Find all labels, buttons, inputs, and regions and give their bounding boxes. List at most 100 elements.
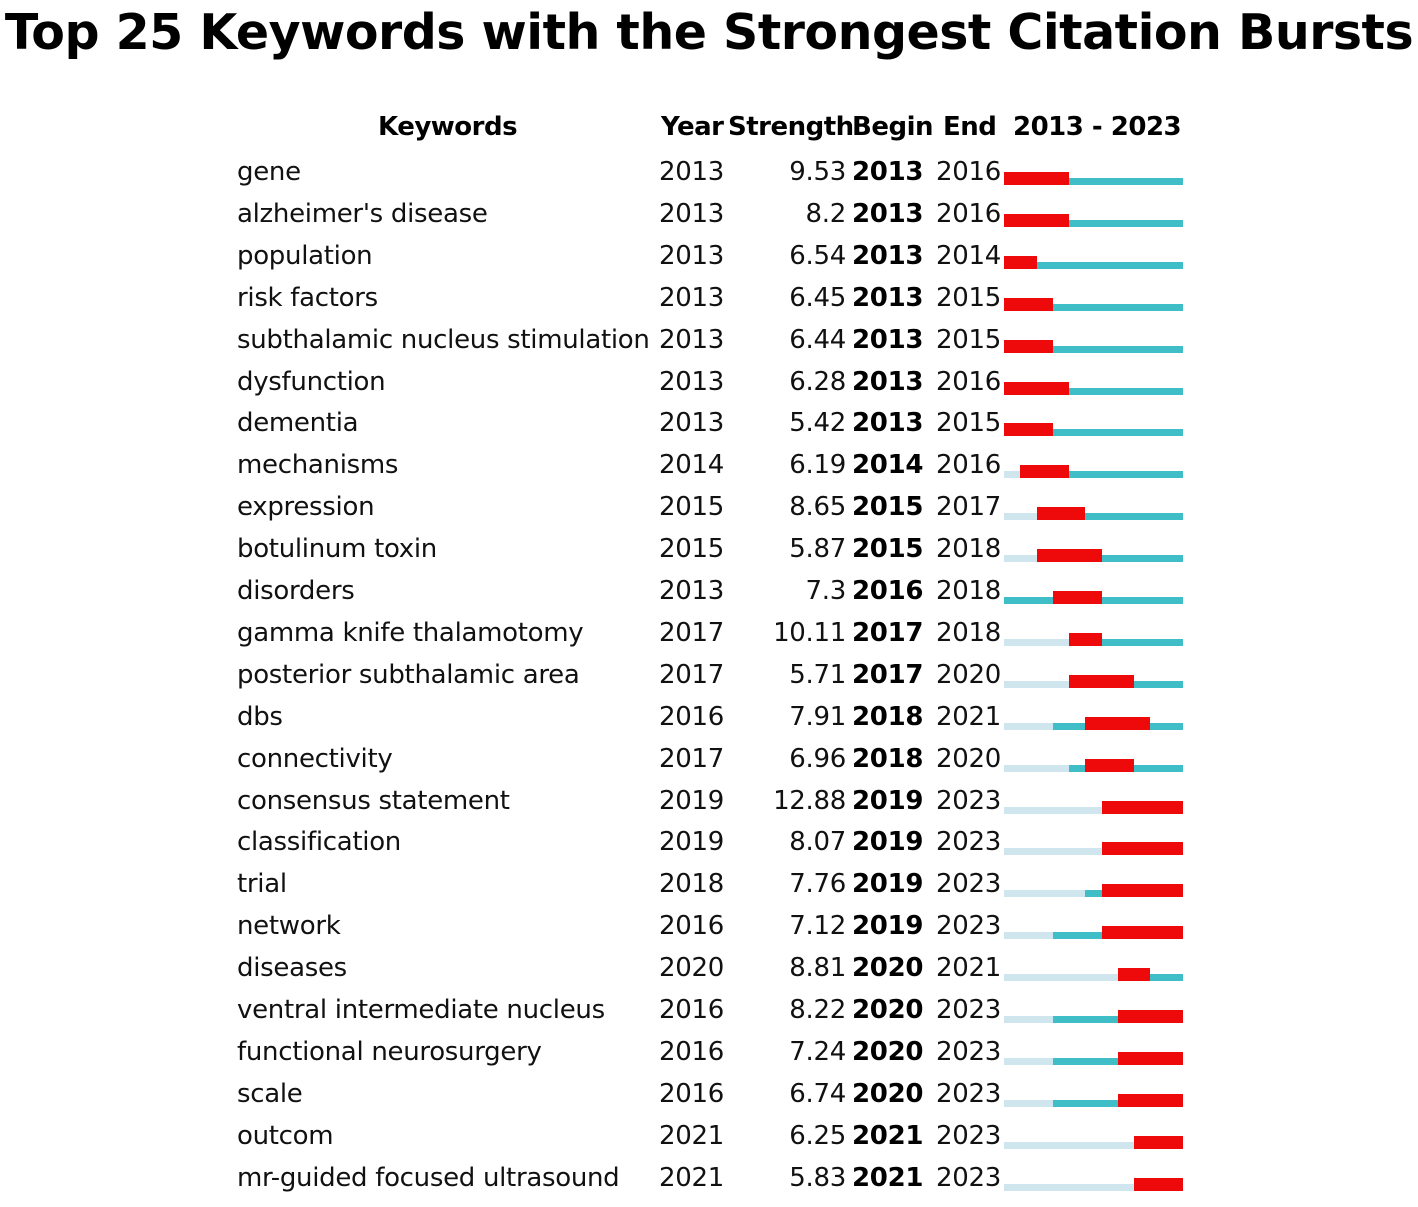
keyword-label: mechanisms — [237, 450, 399, 481]
inactive-segment — [1004, 1016, 1053, 1023]
active-segment — [1004, 261, 1183, 269]
burst-segment — [1101, 884, 1183, 898]
active-segment — [1004, 345, 1183, 353]
end-value: 2023 — [936, 785, 1001, 816]
strength-value: 6.19 — [789, 450, 846, 481]
begin-value: 2013 — [852, 198, 924, 229]
active-segment — [1004, 178, 1183, 185]
year-value: 2016 — [659, 995, 724, 1025]
keyword-label: dementia — [237, 408, 359, 439]
burst-segment — [1004, 213, 1070, 227]
burst-timeline — [1004, 1135, 1183, 1150]
burst-segment — [1085, 716, 1151, 730]
year-value: 2013 — [659, 240, 724, 271]
end-value: 2023 — [936, 869, 1001, 900]
keyword-label: gamma knife thalamotomy — [237, 617, 584, 648]
keyword-label: expression — [237, 492, 375, 523]
table-row: trial 2018 7.76 2019 2023 — [0, 868, 1418, 910]
keyword-label: functional neurosurgery — [237, 1036, 542, 1067]
end-value: 2021 — [936, 953, 1001, 984]
burst-segment — [1134, 1135, 1183, 1149]
begin-value: 2020 — [852, 1078, 924, 1109]
keyword-label: diseases — [237, 953, 347, 984]
burst-segment — [1069, 632, 1102, 646]
inactive-segment — [1004, 890, 1086, 898]
year-value: 2021 — [659, 1120, 724, 1151]
burst-timeline — [1004, 172, 1183, 186]
strength-value: 5.87 — [789, 534, 846, 565]
strength-value: 6.25 — [789, 1120, 846, 1151]
burst-segment — [1069, 674, 1135, 688]
end-value: 2020 — [936, 743, 1001, 774]
table-row: dbs 2016 7.91 2018 2021 — [0, 701, 1418, 743]
strength-value: 8.07 — [789, 827, 846, 858]
end-value: 2018 — [936, 617, 1001, 648]
burst-timeline — [1004, 591, 1183, 605]
burst-timeline — [1004, 800, 1183, 815]
burst-timeline — [1004, 339, 1183, 354]
year-value: 2014 — [659, 450, 724, 481]
inactive-segment — [1004, 764, 1070, 772]
header-year: Year — [661, 112, 724, 142]
end-value: 2017 — [936, 492, 1001, 523]
year-value: 2017 — [659, 617, 724, 648]
year-value: 2016 — [659, 1078, 724, 1109]
chart-title: Top 25 Keywords with the Strongest Citat… — [4, 4, 1414, 61]
end-value: 2023 — [936, 827, 1001, 858]
strength-value: 6.74 — [789, 1078, 846, 1109]
table-row: mr-guided focused ultrasound 2021 5.83 2021… — [0, 1162, 1418, 1204]
table-row: dysfunction 2013 6.28 2013 2016 — [0, 366, 1418, 408]
end-value: 2014 — [936, 240, 1001, 271]
burst-segment — [1004, 339, 1053, 353]
burst-timeline — [1004, 1177, 1183, 1192]
begin-value: 2020 — [852, 953, 924, 984]
inactive-segment — [1004, 806, 1102, 814]
end-value: 2023 — [936, 1036, 1001, 1067]
burst-segment — [1085, 758, 1135, 772]
burst-timeline — [1004, 549, 1183, 563]
strength-value: 7.3 — [805, 576, 847, 606]
burst-timeline — [1004, 213, 1183, 228]
year-value: 2013 — [659, 366, 724, 397]
keyword-label: dbs — [237, 701, 283, 732]
year-value: 2013 — [659, 157, 724, 187]
burst-segment — [1004, 172, 1070, 185]
inactive-segment — [1004, 1183, 1135, 1191]
strength-value: 6.54 — [789, 240, 846, 271]
strength-value: 5.83 — [789, 1162, 846, 1193]
active-segment — [1004, 219, 1183, 227]
table-row: risk factors 2013 6.45 2013 2015 — [0, 282, 1418, 324]
keyword-label: subthalamic nucleus stimulation — [237, 324, 650, 355]
burst-segment — [1036, 549, 1102, 563]
table-row: population 2013 6.54 2013 2014 — [0, 240, 1418, 282]
inactive-segment — [1004, 848, 1102, 856]
table-row: scale 2016 6.74 2020 2023 — [0, 1078, 1418, 1120]
burst-segment — [1004, 255, 1037, 269]
strength-value: 7.76 — [789, 869, 846, 900]
begin-value: 2018 — [852, 701, 924, 732]
keyword-label: disorders — [237, 576, 355, 606]
end-value: 2023 — [936, 1078, 1001, 1109]
inactive-segment — [1004, 680, 1070, 688]
burst-segment — [1117, 1093, 1183, 1107]
year-value: 2016 — [659, 701, 724, 732]
inactive-segment — [1004, 555, 1037, 563]
begin-value: 2021 — [852, 1120, 924, 1151]
keyword-label: connectivity — [237, 743, 393, 774]
burst-timeline — [1004, 1010, 1183, 1024]
burst-segment — [1134, 1177, 1183, 1191]
begin-value: 2013 — [852, 240, 924, 271]
inactive-segment — [1004, 1141, 1135, 1149]
end-value: 2023 — [936, 1120, 1001, 1151]
inactive-segment — [1004, 974, 1118, 982]
begin-value: 2014 — [852, 450, 924, 481]
inactive-segment — [1004, 513, 1037, 521]
end-value: 2023 — [936, 995, 1001, 1025]
table-row: botulinum toxin 2015 5.87 2015 2018 — [0, 533, 1418, 575]
table-row: outcom 2021 6.25 2021 2023 — [0, 1120, 1418, 1162]
year-value: 2013 — [659, 324, 724, 355]
table-row: classification 2019 8.07 2019 2023 — [0, 826, 1418, 868]
inactive-segment — [1004, 1099, 1053, 1107]
table-row: subthalamic nucleus stimulation 2013 6.44 2… — [0, 324, 1418, 366]
table-row: mechanisms 2014 6.19 2014 2016 — [0, 449, 1418, 491]
